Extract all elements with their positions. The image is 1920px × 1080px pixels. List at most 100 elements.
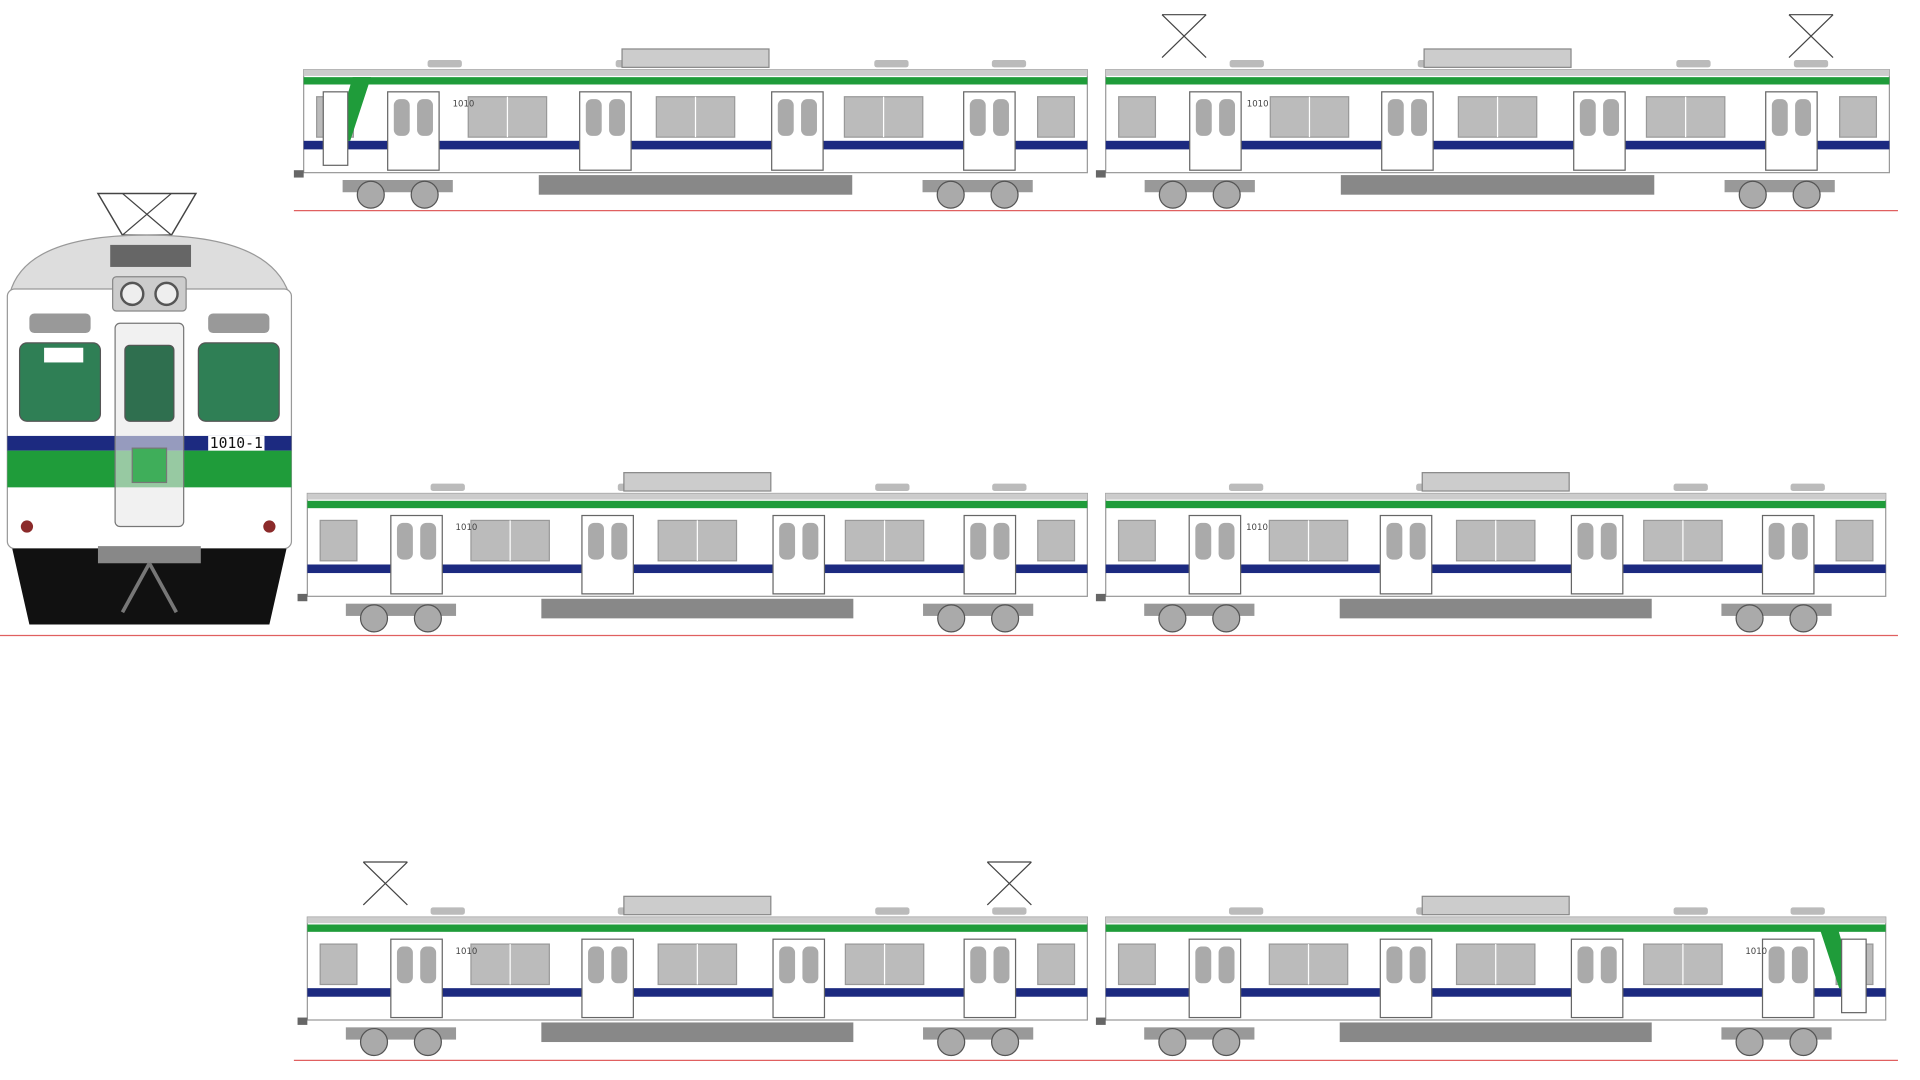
door-window — [611, 946, 628, 984]
door-window — [420, 522, 437, 560]
wheel — [937, 604, 966, 633]
roof-vent — [430, 907, 465, 915]
roof-line — [307, 493, 1088, 500]
air-conditioner — [621, 48, 770, 68]
door-window — [1791, 946, 1808, 984]
tail-light — [263, 520, 276, 533]
blue-stripe — [1105, 564, 1886, 574]
door-window — [1386, 522, 1403, 560]
door-window — [1768, 946, 1785, 984]
end-window — [1117, 943, 1156, 986]
end-window — [1118, 96, 1157, 138]
wheel — [359, 604, 389, 633]
door-window — [779, 946, 796, 984]
front-window — [197, 342, 280, 422]
door-window — [1603, 99, 1620, 136]
wheel — [1789, 1027, 1818, 1057]
wheel — [1158, 180, 1187, 209]
door-window — [1219, 99, 1236, 136]
cab-door — [1841, 938, 1867, 1014]
door-window — [1195, 99, 1212, 136]
door-window — [993, 99, 1009, 136]
roof-vent — [1790, 907, 1825, 915]
door-window — [1387, 99, 1404, 136]
roof-vent — [991, 60, 1027, 68]
door-window — [1577, 946, 1594, 984]
car-number: 1010-1 — [210, 435, 263, 452]
door-window — [970, 522, 987, 560]
roof-vent — [1793, 60, 1829, 68]
roof-vent — [1228, 907, 1264, 915]
roof-vent — [875, 483, 910, 492]
car-number: 1010 — [1745, 947, 1767, 957]
green-stripe — [307, 500, 1088, 509]
wheel — [359, 1027, 389, 1057]
car-number: 1010 — [453, 100, 475, 110]
door-window — [777, 99, 794, 136]
end-window — [319, 943, 358, 986]
coupler — [97, 546, 201, 564]
door-window — [1409, 522, 1426, 560]
coupler — [297, 1017, 308, 1025]
underfloor-equipment — [1339, 598, 1652, 619]
wheel — [1212, 604, 1241, 633]
door-window — [1768, 522, 1785, 560]
wheel — [991, 604, 1020, 633]
number-plate — [208, 435, 265, 451]
wheel — [1212, 1027, 1241, 1057]
wheel — [413, 1027, 442, 1057]
wheel — [1735, 604, 1764, 633]
roof-vent — [992, 483, 1027, 492]
wheel — [410, 180, 439, 209]
door-window — [588, 522, 604, 560]
end-window — [319, 519, 358, 562]
door-window — [611, 522, 628, 560]
door-window — [1218, 946, 1235, 984]
door-window — [396, 946, 413, 984]
pantograph — [362, 861, 408, 906]
door-window — [124, 344, 175, 422]
route-sign — [208, 313, 270, 334]
coupler — [1095, 593, 1106, 602]
door-window — [969, 99, 986, 136]
wheel — [1158, 604, 1187, 633]
underfloor-equipment — [541, 598, 854, 619]
wheel — [413, 604, 442, 633]
door-window — [1579, 99, 1596, 136]
end-window — [1835, 519, 1874, 562]
wheel — [1735, 1027, 1764, 1057]
coupler — [1095, 1017, 1106, 1025]
door-window — [588, 946, 604, 984]
door-window — [1218, 522, 1235, 560]
green-stripe — [1105, 500, 1886, 509]
door-window — [993, 522, 1010, 560]
door-window — [1791, 522, 1808, 560]
end-window — [1037, 96, 1075, 138]
end-window — [1037, 519, 1076, 562]
roof-vent — [874, 60, 909, 68]
door-window — [1577, 522, 1594, 560]
door-window — [1386, 946, 1403, 984]
air-conditioner — [1423, 48, 1572, 68]
roof-vent — [1228, 483, 1264, 492]
roof-line — [1105, 69, 1890, 76]
air-conditioner — [1421, 895, 1570, 916]
door-window — [393, 99, 410, 136]
roof-line — [303, 69, 1088, 76]
door-window — [802, 946, 819, 984]
door-window — [609, 99, 625, 136]
wheel — [990, 180, 1019, 209]
roof-vent — [1790, 483, 1825, 492]
air-conditioner — [623, 895, 772, 916]
roof-vent — [1676, 60, 1711, 68]
green-stripe — [1105, 924, 1886, 932]
green-stripe — [303, 77, 1088, 85]
blue-stripe — [307, 988, 1088, 997]
door-window — [396, 522, 413, 560]
door-window — [1600, 946, 1617, 984]
wheel — [1212, 180, 1241, 209]
wheel — [1792, 180, 1821, 209]
blue-stripe — [1105, 988, 1886, 997]
